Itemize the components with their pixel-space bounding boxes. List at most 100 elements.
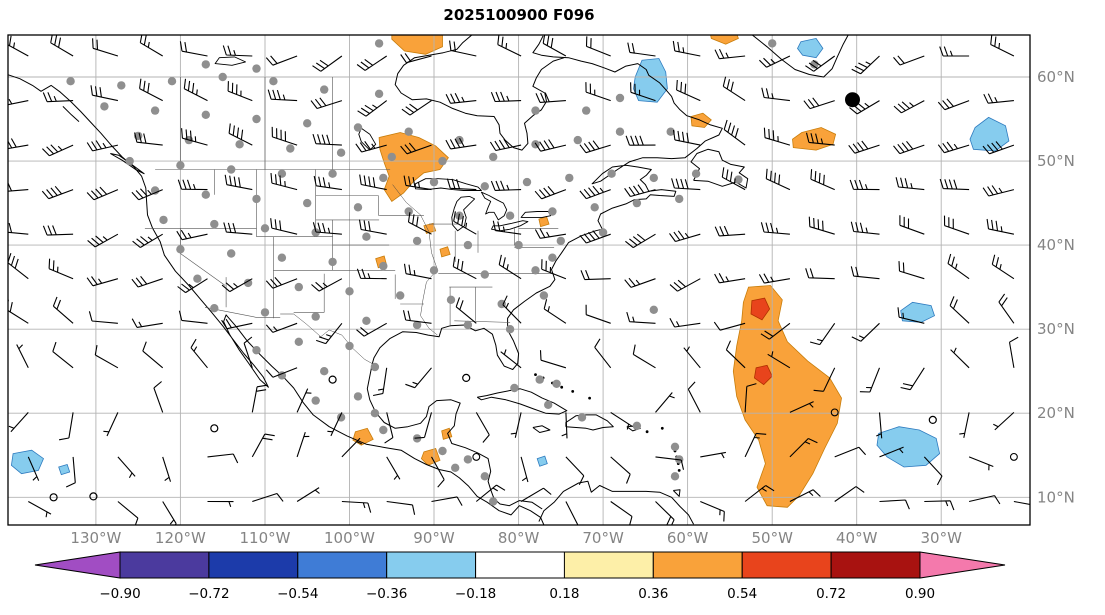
wind-barb	[539, 350, 567, 369]
station-dot	[675, 194, 684, 204]
wind-barb	[610, 456, 631, 484]
colorbar-segment	[652, 551, 743, 579]
wind-barb	[183, 78, 208, 102]
station-dot	[632, 421, 642, 430]
wind-barb	[227, 81, 253, 102]
wind-barb	[405, 367, 432, 389]
wind-barb	[897, 307, 925, 324]
wind-barb	[162, 501, 177, 525]
wind-barb	[803, 97, 835, 110]
wind-barb	[510, 412, 522, 438]
wind-barb	[808, 216, 835, 235]
station-dot	[370, 409, 380, 418]
wind-barb	[502, 295, 522, 324]
shaded-region	[391, 35, 443, 55]
wind-barb	[8, 98, 29, 106]
shaded-region	[792, 127, 837, 151]
x-tick-label: 70°W	[582, 529, 624, 547]
station-dot	[607, 169, 616, 178]
lake-outline	[414, 178, 482, 191]
station-dot	[548, 207, 557, 216]
wind-barb	[893, 100, 925, 114]
wind-barb	[744, 485, 775, 502]
wind-barb	[103, 412, 119, 437]
wind-barb	[221, 318, 253, 330]
wind-barb	[177, 278, 208, 294]
station-dot	[227, 249, 236, 258]
station-dot	[294, 337, 303, 346]
station-dot	[649, 305, 658, 314]
wind-barb	[271, 126, 298, 146]
small-island	[645, 430, 649, 434]
station-dot	[328, 257, 337, 267]
shaded-region	[900, 301, 935, 323]
wind-barb	[986, 218, 1015, 235]
calm-wind-circle	[472, 452, 481, 461]
wind-barb	[758, 273, 790, 284]
shaded-region	[797, 37, 824, 59]
coastline	[110, 153, 145, 175]
wind-barb	[632, 344, 656, 369]
wind-barb	[134, 132, 163, 146]
colorbar-segment	[297, 551, 388, 579]
colorbar-tick-label: −0.18	[455, 586, 496, 602]
wind-barb	[356, 322, 387, 337]
shaded-region	[732, 285, 842, 508]
station-dot	[649, 173, 658, 183]
wind-barb	[744, 383, 757, 413]
station-dot	[100, 102, 109, 111]
coastline	[476, 388, 568, 415]
wind-barb	[8, 181, 29, 192]
station-dot	[531, 266, 540, 275]
wind-barb	[851, 322, 880, 342]
small-island	[677, 469, 681, 472]
wind-barb	[490, 91, 522, 103]
station-dot	[150, 186, 160, 195]
wind-barb	[714, 48, 746, 60]
station-dot	[210, 304, 219, 313]
wind-barb	[714, 273, 746, 284]
wind-barb	[810, 169, 835, 191]
wind-barb	[498, 254, 522, 280]
wind-barb	[923, 456, 943, 486]
wind-barb	[132, 233, 163, 248]
wind-barb	[687, 381, 701, 413]
station-dot	[548, 253, 557, 262]
lake-outline	[491, 220, 529, 232]
station-dot	[252, 64, 261, 73]
wind-barb	[809, 322, 836, 346]
wind-barb	[879, 499, 910, 510]
wind-barb	[142, 341, 164, 369]
wind-barb	[895, 177, 925, 191]
lake-outline	[451, 195, 476, 232]
station-dot	[544, 400, 553, 409]
station-dot	[374, 39, 384, 48]
wind-barb	[594, 338, 612, 369]
station-dot	[514, 240, 523, 250]
shaded-region	[969, 116, 1010, 152]
station-dot	[201, 60, 210, 69]
station-dot	[577, 413, 587, 422]
wind-barb	[341, 500, 372, 513]
shaded-region	[378, 132, 449, 202]
wind-barb	[313, 175, 342, 191]
station-dot	[243, 278, 253, 288]
wind-barb	[813, 367, 836, 392]
wind-barb	[431, 456, 445, 488]
shaded-region	[753, 364, 773, 386]
wind-barb	[359, 174, 387, 191]
calm-wind-circle	[328, 375, 337, 384]
wind-barb	[41, 185, 74, 200]
station-dots-layer	[66, 39, 819, 506]
shaded-region	[439, 246, 451, 258]
colorbar-segment	[563, 551, 654, 579]
station-dot	[370, 362, 380, 372]
wind-barb	[950, 347, 970, 369]
small-island	[560, 385, 564, 389]
wind-barb	[789, 401, 814, 413]
wind-barb	[270, 173, 298, 191]
wind-barb	[312, 222, 342, 235]
wind-barb	[1008, 336, 1019, 368]
colorbar-tick-label: 0.54	[727, 586, 757, 602]
